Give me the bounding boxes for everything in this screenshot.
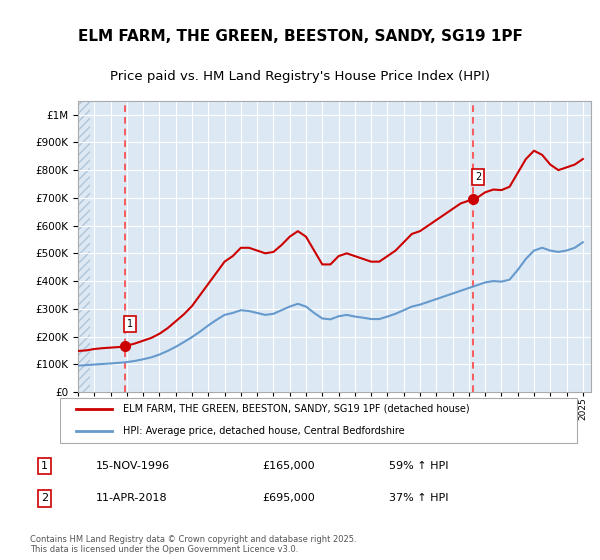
Text: 59% ↑ HPI: 59% ↑ HPI — [389, 461, 448, 471]
FancyBboxPatch shape — [60, 398, 577, 443]
Text: ELM FARM, THE GREEN, BEESTON, SANDY, SG19 1PF: ELM FARM, THE GREEN, BEESTON, SANDY, SG1… — [77, 29, 523, 44]
Text: £165,000: £165,000 — [262, 461, 314, 471]
Text: 2: 2 — [475, 172, 481, 182]
Text: Contains HM Land Registry data © Crown copyright and database right 2025.
This d: Contains HM Land Registry data © Crown c… — [30, 535, 356, 554]
Text: 1: 1 — [41, 461, 48, 471]
Text: Price paid vs. HM Land Registry's House Price Index (HPI): Price paid vs. HM Land Registry's House … — [110, 70, 490, 83]
Text: 1: 1 — [127, 319, 133, 329]
Text: £695,000: £695,000 — [262, 493, 314, 503]
Text: 2: 2 — [41, 493, 48, 503]
Text: HPI: Average price, detached house, Central Bedfordshire: HPI: Average price, detached house, Cent… — [122, 426, 404, 436]
Text: ELM FARM, THE GREEN, BEESTON, SANDY, SG19 1PF (detached house): ELM FARM, THE GREEN, BEESTON, SANDY, SG1… — [122, 404, 469, 414]
Text: 11-APR-2018: 11-APR-2018 — [96, 493, 168, 503]
Text: 15-NOV-1996: 15-NOV-1996 — [96, 461, 170, 471]
Text: 37% ↑ HPI: 37% ↑ HPI — [389, 493, 448, 503]
